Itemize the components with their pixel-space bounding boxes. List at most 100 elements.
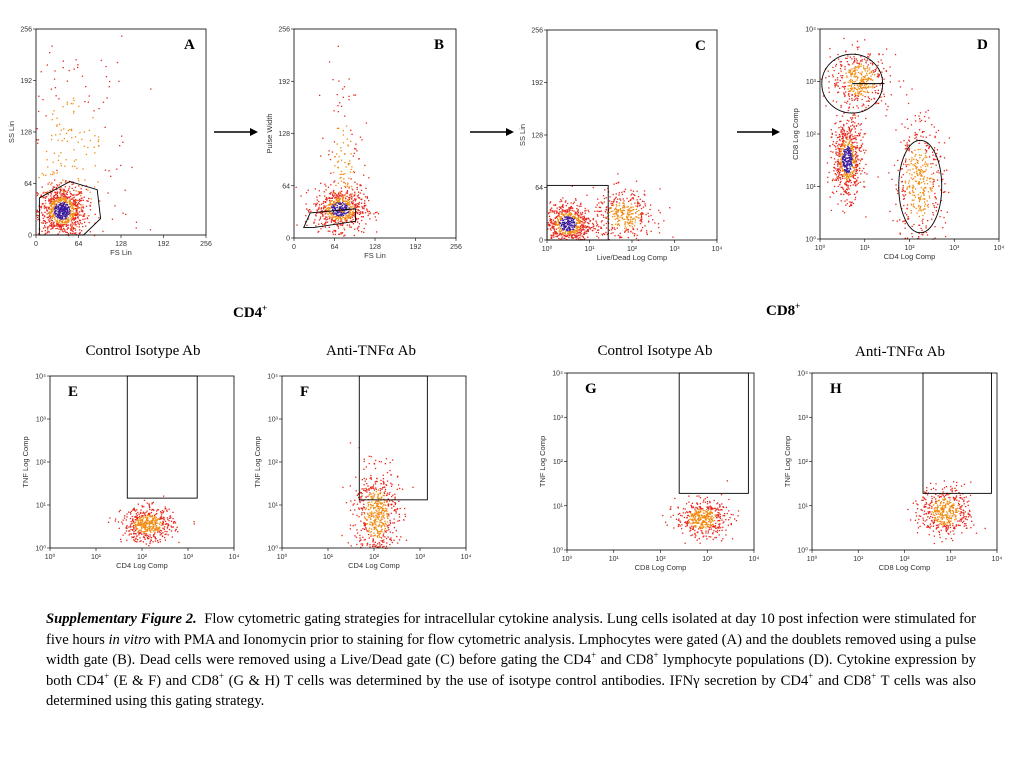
x-tick-label: 10² (627, 246, 638, 253)
y-tick-label: 10⁴ (805, 27, 816, 34)
x-tick-label: 10³ (415, 554, 426, 561)
x-tick-label: 10³ (183, 554, 194, 561)
y-tick-label: 10² (806, 132, 817, 139)
x-tick-label: 10⁰ (542, 245, 553, 253)
panel-h-events (907, 480, 986, 545)
axis-ticks: 0 64 128 192 256 0 64 128 192 256 (20, 27, 212, 249)
y-tick-label: 192 (20, 78, 32, 85)
y-axis-label: SS Lin (7, 121, 16, 143)
flow-cytometry-figure: A 0 64 128 192 256 0 64 128 192 256 FS Lin SS Lin B 0 6… (7, 27, 1004, 573)
panel-c: C 10⁰ 10¹ 10² 10³ 10⁴ 0 64 128 192 256 Live/Dead Lo… (518, 28, 722, 263)
y-axis-label: SS Lin (518, 124, 527, 146)
x-tick-label: 10³ (669, 246, 680, 253)
x-tick-label: 10¹ (323, 554, 334, 561)
column-label-f: Anti-TNFα Ab (326, 343, 416, 359)
y-axis-label: TNF Log Comp (21, 436, 30, 487)
panel-e: E 10⁰ 10¹ 10² 10³ 10⁴ 10⁰ 10¹ 10² 10³ 10⁴ CD4 Log C… (21, 374, 239, 571)
panel-letter: G (585, 381, 597, 397)
y-tick-label: 64 (24, 181, 32, 188)
y-tick-label: 192 (531, 80, 543, 87)
x-axis-label: CD4 Log Comp (348, 561, 400, 570)
gate (546, 184, 609, 241)
y-tick-label: 256 (278, 27, 290, 34)
arrow-c-d (737, 128, 780, 136)
gate (303, 208, 357, 229)
x-tick-label: 10¹ (91, 554, 102, 561)
x-tick-label: 10¹ (853, 556, 864, 563)
x-tick-label: 10⁴ (712, 246, 723, 253)
y-tick-label: 0 (539, 238, 543, 245)
y-tick-label: 0 (28, 233, 32, 240)
panel-e-events (108, 495, 195, 547)
x-tick-label: 256 (200, 241, 212, 248)
arrow-b-c (470, 128, 514, 136)
caption-title: Supplementary Figure 2. (46, 611, 197, 627)
y-tick-label: 10⁰ (552, 547, 563, 555)
axis-ticks: 10⁰ 10¹ 10² 10³ 10⁴ 10⁰ 10¹ 10² 10³ 10⁴ (552, 371, 759, 564)
y-tick-label: 64 (282, 183, 290, 190)
x-axis-label: FS Lin (364, 251, 386, 260)
plot-frame (819, 28, 1000, 240)
arrow-a-b (214, 128, 258, 136)
x-tick-label: 10⁰ (45, 553, 56, 561)
y-tick-label: 10³ (36, 417, 47, 424)
x-tick-label: 64 (75, 241, 83, 248)
y-tick-label: 10³ (268, 417, 279, 424)
axis-ticks: 10⁰ 10¹ 10² 10³ 10⁴ 10⁰ 10¹ 10² 10³ 10⁴ (35, 374, 239, 562)
panel-letter: E (68, 384, 78, 400)
x-axis-label: CD8 Log Comp (635, 563, 687, 572)
y-tick-label: 0 (286, 236, 290, 243)
x-tick-label: 10² (899, 556, 910, 563)
panel-a-events (36, 35, 152, 237)
caption-text-6: (G & H) T cells was determined by the us… (223, 672, 809, 689)
plot-frame (293, 28, 457, 239)
x-axis-label: CD4 Log Comp (884, 252, 936, 261)
y-tick-label: 192 (278, 79, 290, 86)
panel-letter: A (184, 37, 195, 53)
y-tick-label: 10⁰ (35, 545, 46, 553)
x-axis-label: FS Lin (110, 248, 132, 257)
panel-f: F 10⁰ 10¹ 10² 10³ 10⁴ 10⁰ 10¹ 10² 10³ 10⁴ CD4 Log C… (253, 374, 471, 571)
x-tick-label: 10³ (949, 245, 960, 252)
y-tick-label: 10⁴ (35, 374, 46, 381)
plot-frame (566, 372, 755, 551)
y-tick-label: 256 (531, 28, 543, 35)
y-tick-label: 10¹ (798, 503, 809, 510)
caption-text-5: (E & F) and CD8 (109, 672, 219, 689)
y-tick-label: 10⁰ (805, 236, 816, 244)
x-tick-label: 64 (331, 244, 339, 251)
y-tick-label: 10⁰ (267, 545, 278, 553)
y-tick-label: 128 (531, 133, 543, 140)
x-tick-label: 10⁰ (807, 555, 818, 563)
y-tick-label: 10³ (798, 415, 809, 422)
x-tick-label: 10⁰ (562, 555, 573, 563)
y-axis-label: CD8 Log Comp (791, 108, 800, 160)
caption-text-3: and CD8 (596, 652, 654, 669)
panel-b: B 0 64 128 192 256 0 64 128 192 256 FS Lin Pulse Wid… (265, 27, 462, 261)
panel-g: G 10⁰ 10¹ 10² 10³ 10⁴ 10⁰ 10¹ 10² 10³ 10⁴ CD8 Log C… (538, 371, 759, 573)
group-label-cd4: CD4+ (233, 303, 267, 321)
caption-text-2: with PMA and Ionomycin prior to staining… (46, 631, 976, 669)
y-tick-label: 10⁴ (552, 371, 563, 378)
x-tick-label: 10² (904, 245, 915, 252)
gate (821, 53, 943, 234)
x-axis-label: Live/Dead Log Comp (597, 253, 667, 262)
x-axis-label: CD8 Log Comp (879, 563, 931, 572)
x-tick-label: 256 (450, 244, 462, 251)
y-tick-label: 10⁰ (797, 547, 808, 555)
panel-c-events (547, 173, 674, 241)
x-tick-label: 10² (655, 556, 666, 563)
y-tick-label: 10⁴ (267, 374, 278, 381)
panel-letter: B (434, 37, 444, 53)
x-tick-label: 10² (137, 554, 148, 561)
figure-caption: Supplementary Figure 2. Flow cytometric … (46, 611, 976, 710)
y-tick-label: 10⁴ (797, 371, 808, 378)
column-label-e: Control Isotype Ab (86, 343, 201, 359)
gate (922, 372, 992, 494)
group-label-cd8: CD8+ (766, 301, 800, 319)
x-tick-label: 0 (34, 241, 38, 248)
x-tick-label: 10⁴ (749, 556, 760, 563)
y-tick-label: 10² (268, 460, 279, 467)
y-tick-label: 10³ (553, 415, 564, 422)
y-tick-label: 64 (535, 185, 543, 192)
